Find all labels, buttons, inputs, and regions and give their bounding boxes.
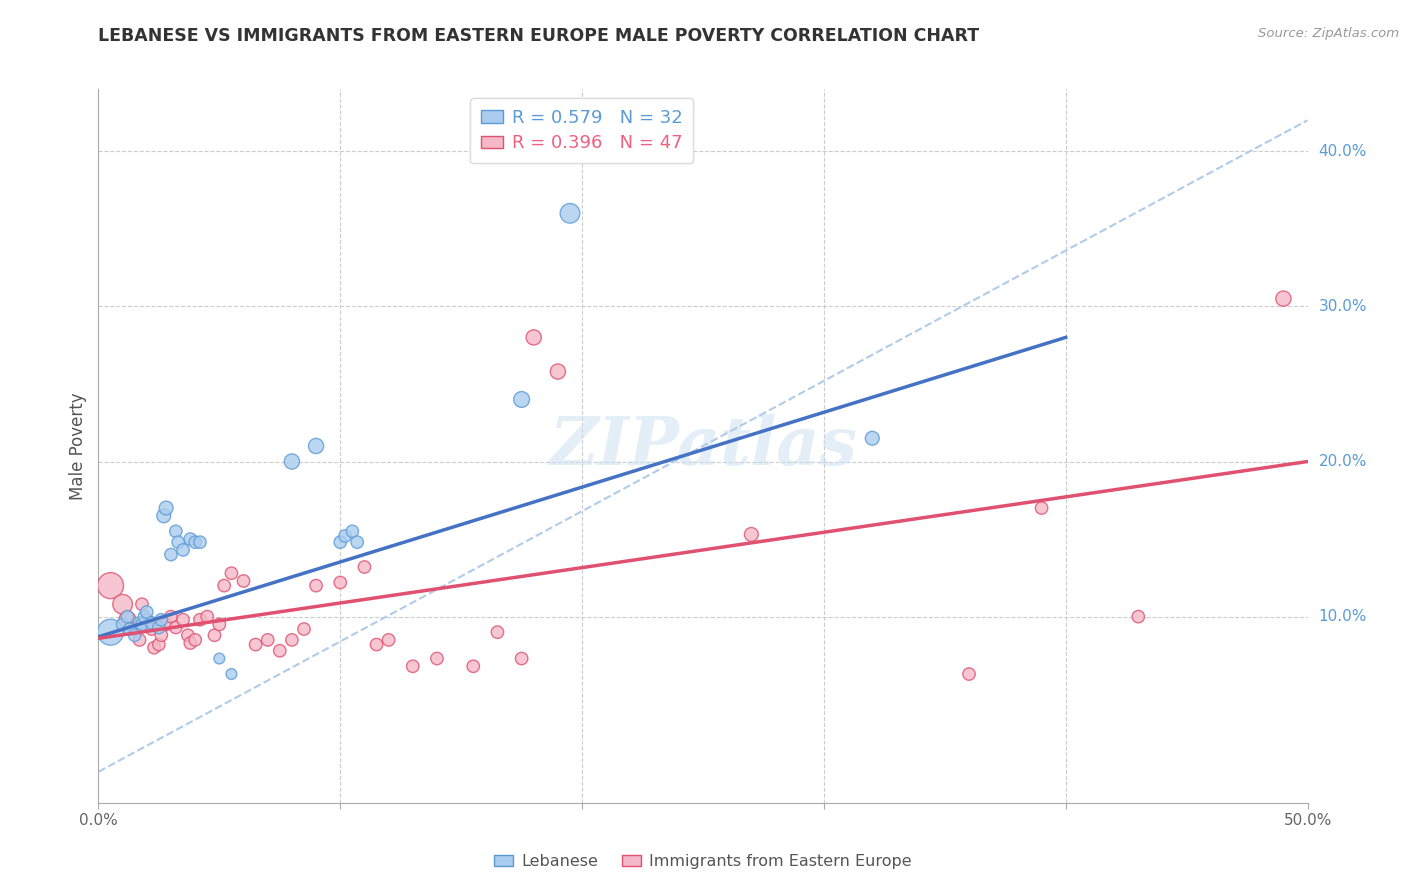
Point xyxy=(131,597,153,611)
Legend: Lebanese, Immigrants from Eastern Europe: Lebanese, Immigrants from Eastern Europe xyxy=(488,847,918,875)
Point xyxy=(135,613,157,627)
Point xyxy=(346,535,368,549)
Text: 10.0%: 10.0% xyxy=(1319,609,1367,624)
Point xyxy=(172,613,194,627)
Point xyxy=(208,617,231,632)
Point xyxy=(124,622,146,636)
Point xyxy=(111,617,134,632)
Point xyxy=(118,622,141,636)
Point xyxy=(152,508,174,523)
Point xyxy=(148,638,170,652)
Point xyxy=(245,638,267,652)
Point xyxy=(510,392,533,407)
Legend: R = 0.579   N = 32, R = 0.396   N = 47: R = 0.579 N = 32, R = 0.396 N = 47 xyxy=(470,98,693,163)
Point xyxy=(155,617,177,632)
Point xyxy=(160,609,183,624)
Point xyxy=(523,330,546,344)
Point xyxy=(150,628,173,642)
Point xyxy=(179,636,201,650)
Point xyxy=(329,535,352,549)
Point xyxy=(167,535,190,549)
Point xyxy=(510,651,533,665)
Point xyxy=(342,524,364,539)
Y-axis label: Male Poverty: Male Poverty xyxy=(69,392,87,500)
Text: 20.0%: 20.0% xyxy=(1319,454,1367,469)
Point xyxy=(486,625,509,640)
Point xyxy=(165,524,187,539)
Point xyxy=(1031,501,1053,516)
Point xyxy=(366,638,388,652)
Point xyxy=(860,431,883,445)
Point xyxy=(208,651,231,665)
Point xyxy=(134,609,156,624)
Point xyxy=(195,609,218,624)
Point xyxy=(204,628,226,642)
Point xyxy=(128,632,150,647)
Point xyxy=(377,632,399,647)
Text: ZIPatlas: ZIPatlas xyxy=(550,414,856,478)
Point xyxy=(143,640,166,655)
Point xyxy=(281,632,304,647)
Point xyxy=(128,615,150,630)
Point xyxy=(160,548,183,562)
Text: 30.0%: 30.0% xyxy=(1319,299,1367,314)
Point xyxy=(305,439,328,453)
Point xyxy=(141,622,163,636)
Point xyxy=(124,628,146,642)
Point xyxy=(100,579,122,593)
Point xyxy=(117,613,139,627)
Point xyxy=(547,365,569,379)
Point xyxy=(135,605,157,619)
Point xyxy=(256,632,278,647)
Point xyxy=(740,527,762,541)
Point xyxy=(232,574,254,588)
Point xyxy=(1272,292,1295,306)
Point xyxy=(221,667,243,681)
Point xyxy=(155,501,177,516)
Point xyxy=(141,615,163,630)
Point xyxy=(177,628,200,642)
Point xyxy=(281,454,304,468)
Point xyxy=(402,659,425,673)
Point xyxy=(292,622,315,636)
Point xyxy=(269,644,291,658)
Point xyxy=(100,625,122,640)
Point xyxy=(957,667,980,681)
Point xyxy=(1128,609,1150,624)
Point xyxy=(426,651,449,665)
Point xyxy=(184,535,207,549)
Text: Source: ZipAtlas.com: Source: ZipAtlas.com xyxy=(1258,27,1399,40)
Point xyxy=(150,613,173,627)
Point xyxy=(221,566,243,581)
Point xyxy=(558,206,581,220)
Point xyxy=(305,579,328,593)
Point xyxy=(148,620,170,634)
Point xyxy=(353,560,375,574)
Point xyxy=(329,575,352,590)
Text: LEBANESE VS IMMIGRANTS FROM EASTERN EUROPE MALE POVERTY CORRELATION CHART: LEBANESE VS IMMIGRANTS FROM EASTERN EURO… xyxy=(98,27,980,45)
Point xyxy=(131,617,153,632)
Point xyxy=(333,529,356,543)
Point xyxy=(165,620,187,634)
Point xyxy=(188,535,211,549)
Point xyxy=(188,613,211,627)
Point xyxy=(172,543,194,558)
Point xyxy=(117,609,139,624)
Text: 40.0%: 40.0% xyxy=(1319,144,1367,159)
Point xyxy=(212,579,235,593)
Point xyxy=(463,659,485,673)
Point xyxy=(179,532,201,546)
Point xyxy=(184,632,207,647)
Point xyxy=(111,597,134,611)
